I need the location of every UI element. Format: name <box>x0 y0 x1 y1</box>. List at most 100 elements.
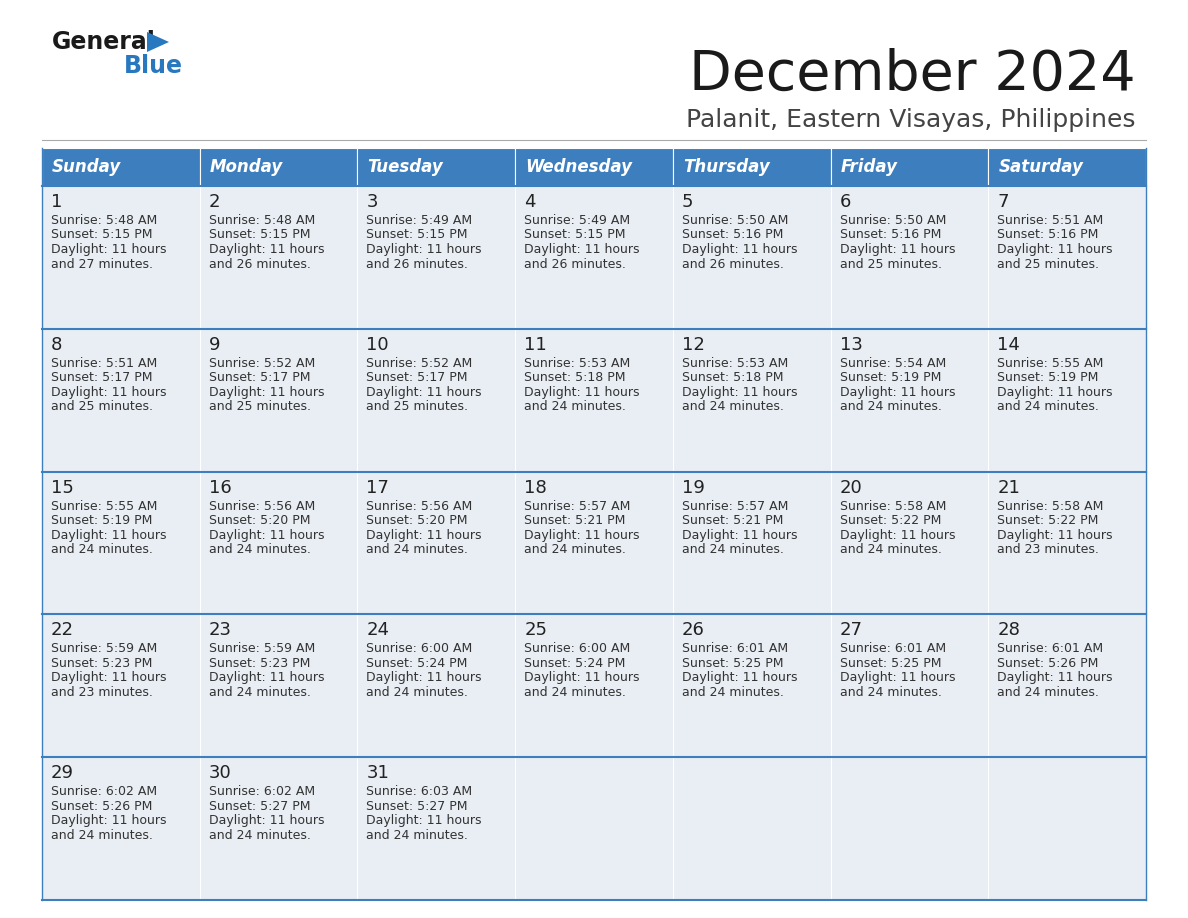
Text: 27: 27 <box>840 621 862 640</box>
Text: Sunrise: 5:55 AM: Sunrise: 5:55 AM <box>51 499 157 512</box>
Text: Daylight: 11 hours: Daylight: 11 hours <box>840 243 955 256</box>
Text: Sunday: Sunday <box>52 158 121 176</box>
FancyBboxPatch shape <box>42 186 200 329</box>
Text: General: General <box>52 30 156 54</box>
Text: Daylight: 11 hours: Daylight: 11 hours <box>524 243 639 256</box>
Text: Sunrise: 5:54 AM: Sunrise: 5:54 AM <box>840 357 946 370</box>
Text: and 24 minutes.: and 24 minutes. <box>366 686 468 699</box>
Text: 19: 19 <box>682 478 704 497</box>
Text: and 24 minutes.: and 24 minutes. <box>840 400 941 413</box>
FancyBboxPatch shape <box>830 614 988 757</box>
Text: Daylight: 11 hours: Daylight: 11 hours <box>366 671 482 685</box>
Text: Sunrise: 5:50 AM: Sunrise: 5:50 AM <box>682 214 788 227</box>
Text: Sunset: 5:15 PM: Sunset: 5:15 PM <box>209 229 310 241</box>
Text: Daylight: 11 hours: Daylight: 11 hours <box>209 671 324 685</box>
Text: Daylight: 11 hours: Daylight: 11 hours <box>840 386 955 398</box>
FancyBboxPatch shape <box>358 329 516 472</box>
Text: 21: 21 <box>997 478 1020 497</box>
Text: and 26 minutes.: and 26 minutes. <box>209 258 310 271</box>
Text: Daylight: 11 hours: Daylight: 11 hours <box>840 529 955 542</box>
Text: Sunset: 5:25 PM: Sunset: 5:25 PM <box>682 657 783 670</box>
Text: Daylight: 11 hours: Daylight: 11 hours <box>682 243 797 256</box>
Text: Daylight: 11 hours: Daylight: 11 hours <box>51 386 166 398</box>
FancyBboxPatch shape <box>672 329 830 472</box>
FancyBboxPatch shape <box>200 614 358 757</box>
FancyBboxPatch shape <box>42 148 200 186</box>
Text: and 24 minutes.: and 24 minutes. <box>997 400 1099 413</box>
Text: Blue: Blue <box>124 54 183 78</box>
Text: Daylight: 11 hours: Daylight: 11 hours <box>366 243 482 256</box>
Text: 26: 26 <box>682 621 704 640</box>
Text: 17: 17 <box>366 478 390 497</box>
Text: 3: 3 <box>366 193 378 211</box>
Text: 16: 16 <box>209 478 232 497</box>
Text: Daylight: 11 hours: Daylight: 11 hours <box>682 386 797 398</box>
Text: and 27 minutes.: and 27 minutes. <box>51 258 153 271</box>
FancyBboxPatch shape <box>830 329 988 472</box>
FancyBboxPatch shape <box>988 472 1146 614</box>
Text: Sunrise: 5:59 AM: Sunrise: 5:59 AM <box>209 643 315 655</box>
Text: and 24 minutes.: and 24 minutes. <box>209 543 310 556</box>
Text: 22: 22 <box>51 621 74 640</box>
FancyBboxPatch shape <box>42 757 200 900</box>
Text: Sunset: 5:22 PM: Sunset: 5:22 PM <box>997 514 1099 527</box>
Text: Daylight: 11 hours: Daylight: 11 hours <box>209 529 324 542</box>
Text: and 26 minutes.: and 26 minutes. <box>682 258 784 271</box>
Text: 13: 13 <box>840 336 862 353</box>
Polygon shape <box>147 32 169 52</box>
Text: Sunset: 5:20 PM: Sunset: 5:20 PM <box>209 514 310 527</box>
Text: Wednesday: Wednesday <box>525 158 632 176</box>
Text: and 26 minutes.: and 26 minutes. <box>524 258 626 271</box>
Text: Sunset: 5:19 PM: Sunset: 5:19 PM <box>51 514 152 527</box>
FancyBboxPatch shape <box>830 186 988 329</box>
Text: Sunset: 5:27 PM: Sunset: 5:27 PM <box>366 800 468 812</box>
Text: and 26 minutes.: and 26 minutes. <box>366 258 468 271</box>
Text: Daylight: 11 hours: Daylight: 11 hours <box>997 671 1113 685</box>
Text: and 24 minutes.: and 24 minutes. <box>524 400 626 413</box>
FancyBboxPatch shape <box>200 148 358 186</box>
Text: Sunset: 5:16 PM: Sunset: 5:16 PM <box>682 229 783 241</box>
Text: Daylight: 11 hours: Daylight: 11 hours <box>51 243 166 256</box>
Text: 28: 28 <box>997 621 1020 640</box>
Text: Daylight: 11 hours: Daylight: 11 hours <box>209 386 324 398</box>
Text: Daylight: 11 hours: Daylight: 11 hours <box>840 671 955 685</box>
FancyBboxPatch shape <box>988 329 1146 472</box>
FancyBboxPatch shape <box>988 757 1146 900</box>
Text: Friday: Friday <box>841 158 898 176</box>
FancyBboxPatch shape <box>988 186 1146 329</box>
Text: Sunrise: 5:49 AM: Sunrise: 5:49 AM <box>524 214 631 227</box>
Text: 11: 11 <box>524 336 546 353</box>
FancyBboxPatch shape <box>358 148 516 186</box>
Text: Sunrise: 5:56 AM: Sunrise: 5:56 AM <box>209 499 315 512</box>
Text: 1: 1 <box>51 193 63 211</box>
Text: Sunrise: 5:55 AM: Sunrise: 5:55 AM <box>997 357 1104 370</box>
Text: and 23 minutes.: and 23 minutes. <box>51 686 153 699</box>
Text: Sunset: 5:19 PM: Sunset: 5:19 PM <box>840 371 941 385</box>
Text: Sunrise: 5:57 AM: Sunrise: 5:57 AM <box>682 499 788 512</box>
Text: Sunrise: 5:50 AM: Sunrise: 5:50 AM <box>840 214 946 227</box>
FancyBboxPatch shape <box>830 472 988 614</box>
FancyBboxPatch shape <box>988 148 1146 186</box>
Text: Sunset: 5:24 PM: Sunset: 5:24 PM <box>524 657 626 670</box>
Text: and 24 minutes.: and 24 minutes. <box>209 686 310 699</box>
FancyBboxPatch shape <box>200 186 358 329</box>
Text: and 24 minutes.: and 24 minutes. <box>682 400 784 413</box>
Text: and 24 minutes.: and 24 minutes. <box>366 543 468 556</box>
Text: December 2024: December 2024 <box>689 48 1136 102</box>
Text: Daylight: 11 hours: Daylight: 11 hours <box>366 529 482 542</box>
Text: Sunset: 5:24 PM: Sunset: 5:24 PM <box>366 657 468 670</box>
Text: Sunrise: 5:59 AM: Sunrise: 5:59 AM <box>51 643 157 655</box>
Text: Sunrise: 5:53 AM: Sunrise: 5:53 AM <box>682 357 788 370</box>
FancyBboxPatch shape <box>358 757 516 900</box>
FancyBboxPatch shape <box>358 614 516 757</box>
Text: Sunrise: 5:51 AM: Sunrise: 5:51 AM <box>997 214 1104 227</box>
Text: Sunrise: 6:00 AM: Sunrise: 6:00 AM <box>366 643 473 655</box>
Text: Saturday: Saturday <box>998 158 1083 176</box>
Text: 20: 20 <box>840 478 862 497</box>
Text: Sunset: 5:15 PM: Sunset: 5:15 PM <box>524 229 626 241</box>
Text: Sunrise: 5:48 AM: Sunrise: 5:48 AM <box>209 214 315 227</box>
Text: and 24 minutes.: and 24 minutes. <box>51 543 153 556</box>
FancyBboxPatch shape <box>516 614 672 757</box>
Text: Sunset: 5:21 PM: Sunset: 5:21 PM <box>682 514 783 527</box>
FancyBboxPatch shape <box>42 329 200 472</box>
